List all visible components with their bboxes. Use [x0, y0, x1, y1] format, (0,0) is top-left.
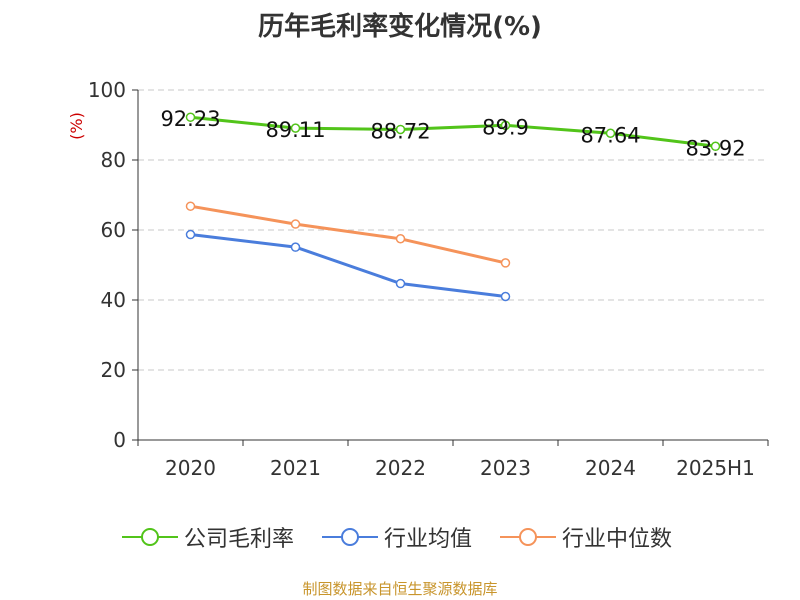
- data-source-note: 制图数据来自恒生聚源数据库: [302, 580, 498, 598]
- y-tick-label: 0: [113, 428, 126, 452]
- y-tick-label: 100: [88, 78, 126, 102]
- y-tick-label: 40: [101, 288, 126, 312]
- data-point: [290, 219, 301, 229]
- legend-label-company: 公司毛利率: [184, 527, 295, 552]
- legend-item-industry-mean[interactable]: 行业均值: [322, 520, 472, 554]
- x-tick-label: 2021: [270, 456, 321, 480]
- data-point: [395, 234, 406, 244]
- data-point: [290, 242, 301, 252]
- data-point: [500, 120, 511, 131]
- data-label: 87.64: [580, 123, 640, 147]
- y-tick-label: 20: [101, 358, 126, 382]
- legend-label-industry-median: 行业中位数: [562, 527, 673, 552]
- data-label: 92.23: [160, 107, 220, 131]
- data-point: [395, 124, 406, 135]
- chart-title: 历年毛利率变化情况(%): [258, 12, 542, 42]
- x-tick-label: 2024: [585, 456, 636, 480]
- data-point: [500, 291, 511, 302]
- x-tick-label: 2023: [480, 456, 531, 480]
- x-tick-label: 2022: [375, 456, 426, 480]
- legend-marker-industry-mean: [322, 528, 378, 546]
- data-point: [290, 123, 301, 133]
- legend: 公司毛利率 行业均值 行业中位数: [0, 520, 800, 554]
- data-point: [710, 141, 721, 152]
- data-label: 89.11: [265, 118, 325, 142]
- legend-label-industry-mean: 行业均值: [384, 527, 473, 552]
- x-tick-label: 2020: [165, 456, 216, 480]
- x-tick-label: 2025H1: [676, 456, 755, 480]
- series-line: [190, 115, 716, 148]
- data-label: 88.72: [370, 119, 430, 143]
- series-line: [190, 233, 506, 298]
- y-axis-label: (%): [67, 112, 86, 140]
- data-label: 83.92: [685, 136, 745, 160]
- y-tick-label: 80: [101, 148, 126, 172]
- data-point: [500, 258, 511, 268]
- data-point: [185, 201, 196, 211]
- data-point: [605, 128, 616, 139]
- y-tick-label: 60: [101, 218, 126, 242]
- legend-item-company[interactable]: 公司毛利率: [122, 520, 294, 554]
- legend-marker-company: [122, 528, 178, 546]
- series-line: [190, 204, 506, 265]
- data-point: [395, 278, 406, 289]
- legend-marker-industry-median: [500, 528, 556, 546]
- data-point: [185, 229, 196, 240]
- data-label: 89.9: [482, 115, 529, 139]
- legend-item-industry-median[interactable]: 行业中位数: [500, 520, 672, 554]
- data-point: [185, 112, 196, 122]
